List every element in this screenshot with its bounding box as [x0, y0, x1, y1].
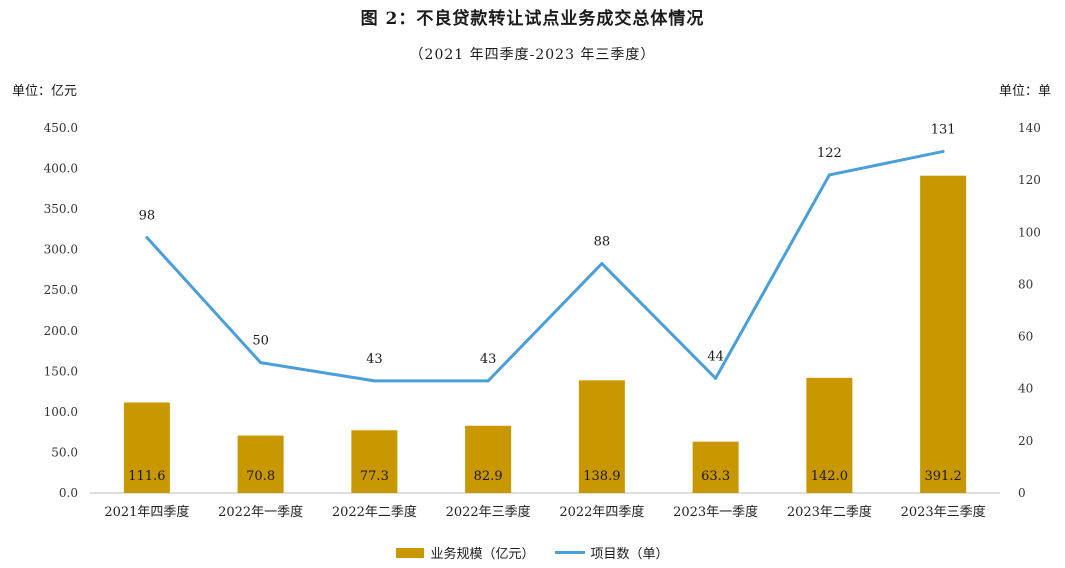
bar-value-label: 138.9	[583, 469, 620, 484]
bar	[806, 377, 853, 493]
line-point	[714, 376, 718, 380]
x-category-label: 2022年二季度	[332, 504, 417, 520]
bar	[465, 425, 512, 493]
x-category-label: 2022年三季度	[446, 504, 531, 520]
bar	[920, 175, 967, 493]
bar	[123, 402, 170, 493]
y-left-tick-label: 400.0	[44, 162, 78, 176]
x-category-label: 2022年四季度	[559, 504, 644, 520]
line-value-label: 50	[252, 334, 269, 349]
left-axis-unit: 单位：亿元	[12, 84, 78, 99]
bar-value-label: 391.2	[925, 469, 962, 484]
bar	[578, 380, 625, 493]
project-count-line	[145, 149, 944, 383]
bar-value-label: 77.3	[360, 469, 389, 484]
line-value-label: 44	[707, 349, 724, 364]
line-value-label: 43	[366, 352, 383, 367]
line-value-label: 88	[594, 235, 611, 250]
y-right-tick-label: 100	[1018, 225, 1041, 239]
y-left-tick-label: 300.0	[44, 243, 78, 257]
legend-line-label: 项目数（单）	[590, 547, 669, 562]
x-category-label: 2021年四季度	[104, 504, 189, 520]
y-left-tick-label: 250.0	[44, 283, 78, 297]
y-right-tick-label: 120	[1018, 173, 1041, 187]
x-category-label: 2023年一季度	[673, 504, 758, 520]
y-left-tick-label: 150.0	[44, 364, 78, 378]
y-left-tick-label: 0.0	[59, 486, 78, 500]
chart-subtitle: （2021 年四季度-2023 年三季度）	[409, 47, 656, 63]
y-left-tick-label: 50.0	[51, 445, 78, 459]
bar-value-label: 82.9	[474, 469, 503, 484]
y-left-tick-label: 100.0	[44, 405, 78, 419]
line-point	[372, 379, 376, 383]
bar	[351, 430, 398, 493]
line-value-label: 43	[480, 352, 497, 367]
bar-value-label: 111.6	[128, 469, 165, 484]
legend-bar-label: 业务规模（亿元）	[430, 547, 535, 562]
legend: 业务规模（亿元） 项目数（单）	[0, 543, 1065, 562]
bar-value-label: 63.3	[701, 469, 730, 484]
y-right-tick-label: 0	[1018, 486, 1026, 500]
line-point	[259, 361, 263, 365]
bar	[692, 441, 739, 493]
y-right-tick-label: 40	[1018, 382, 1033, 396]
bar-value-label: 142.0	[811, 469, 848, 484]
line-point	[827, 173, 831, 177]
line-value-label: 131	[931, 122, 956, 137]
line-point	[941, 149, 945, 153]
legend-item-line: 项目数（单）	[554, 543, 669, 562]
bar	[237, 435, 284, 493]
legend-item-bars: 业务规模（亿元）	[396, 543, 535, 562]
line-point	[600, 262, 604, 266]
legend-line-swatch	[554, 551, 585, 554]
bar-value-label: 70.8	[246, 469, 275, 484]
x-category-label: 2022年一季度	[218, 504, 303, 520]
line-point	[486, 379, 490, 383]
y-right-tick-label: 60	[1018, 330, 1033, 344]
y-right-tick-label: 20	[1018, 434, 1033, 448]
legend-bar-swatch	[396, 547, 425, 558]
x-category-label: 2023年三季度	[901, 504, 986, 520]
x-category-label: 2023年二季度	[787, 504, 872, 520]
right-axis-unit: 单位：单	[998, 84, 1051, 99]
y-left-tick-label: 200.0	[44, 324, 78, 338]
y-left-tick-label: 350.0	[44, 202, 78, 216]
y-right-tick-label: 140	[1018, 121, 1041, 135]
line-value-label: 98	[139, 209, 156, 224]
line-value-label: 122	[817, 146, 842, 161]
y-right-tick-label: 80	[1018, 277, 1033, 291]
y-left-tick-label: 450.0	[44, 121, 78, 135]
line-point	[145, 236, 149, 239]
chart-title: 图 2：不良贷款转让试点业务成交总体情况	[360, 9, 705, 29]
